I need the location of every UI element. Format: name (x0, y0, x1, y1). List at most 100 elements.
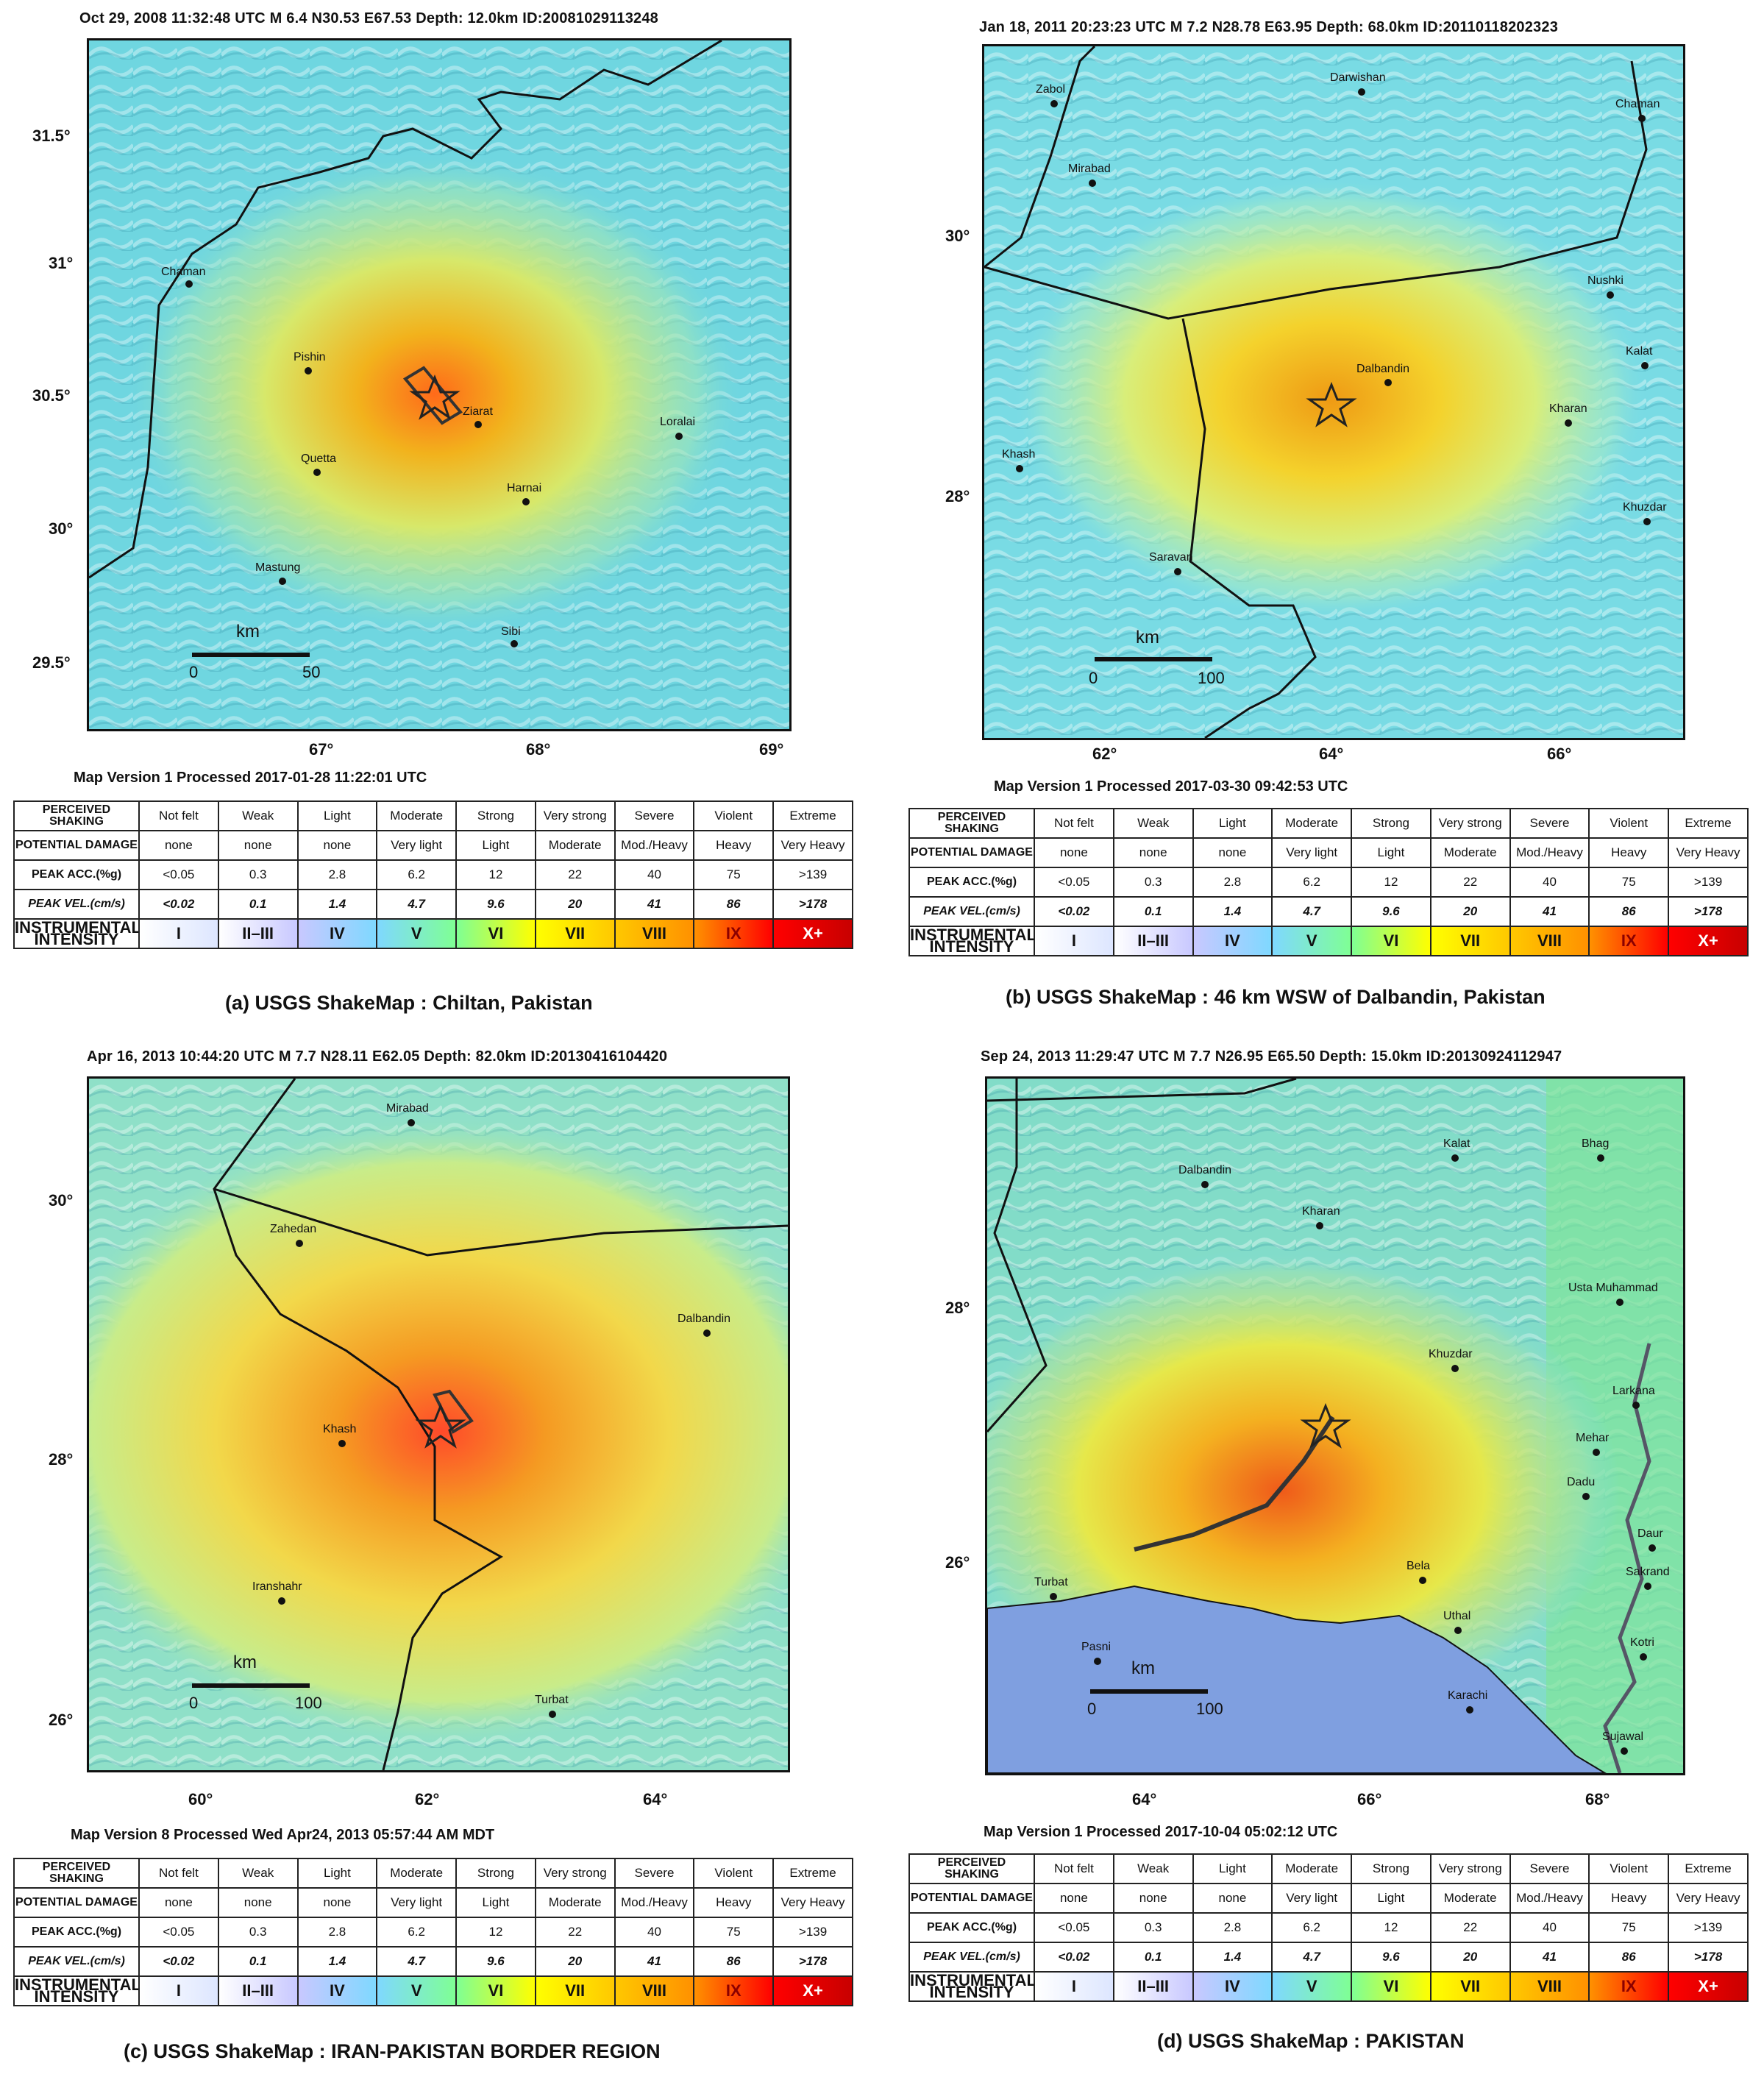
scale-start: 0 (1089, 669, 1098, 687)
shakemap-a[interactable]: Chaman Pishin Ziarat Quetta Harnai Loral… (87, 38, 792, 731)
lon-tick: 62° (415, 1790, 440, 1808)
legend-cell: 22 (534, 1917, 616, 1948)
shakemap-a-canvas (89, 40, 789, 729)
legend-cell: <0.02 (1034, 1942, 1114, 1973)
scale-end: 100 (1196, 1700, 1223, 1718)
instrumental-intensity-row: INSTRUMENTAL INTENSITY I II–III IV V VI VII VII… (908, 926, 1749, 956)
lon-tick: 68° (1585, 1790, 1610, 1808)
lat-tick: 28° (49, 1450, 74, 1469)
legend-cell: >178 (1668, 896, 1749, 927)
legend-row-header: PEAK ACC.(%g) (908, 867, 1035, 898)
shakemap-d[interactable]: Dalbandin Kalat Bhag Kharan Usta Muhamma… (985, 1076, 1685, 1775)
legend-cell: IX (693, 1975, 775, 2006)
legend-cell: VII (1429, 1971, 1511, 2002)
legend-cell: 0.1 (217, 1946, 299, 1977)
legend-cell: none (1112, 1883, 1194, 1914)
shakemap-b[interactable]: Zabol Darwishan Chaman Mirabad Nushki Da… (982, 44, 1685, 740)
legend-row-header: POTENTIAL DAMAGE (908, 1883, 1035, 1914)
city-label: Bela (1406, 1560, 1431, 1572)
shakemap-c[interactable]: Mirabad Zahedan Dalbandin Khash Iranshah… (87, 1076, 790, 1772)
panel-b: Jan 18, 2011 20:23:23 UTC M 7.2 N28.78 E… (882, 0, 1764, 1038)
legend-row-header: INSTRUMENTAL INTENSITY (13, 1975, 140, 2006)
peak-acc-row: PEAK ACC.(%g) <0.05 0.3 2.8 6.2 12 22 40 75 >139 (13, 859, 853, 890)
legend-cell: Moderate (534, 1887, 616, 1918)
legend-cell: Light (1351, 837, 1432, 868)
city-label: Dalbandin (1178, 1164, 1232, 1176)
city-label: Kharan (1549, 402, 1587, 415)
lon-tick: 60° (188, 1790, 213, 1808)
scale-bar (192, 653, 310, 657)
city-label: Sibi (501, 625, 521, 638)
legend-cell: >139 (1668, 867, 1749, 898)
legend-cell: Mod./Heavy (614, 1887, 695, 1918)
legend-cell: 6.2 (376, 1917, 458, 1948)
legend-cell: <0.02 (138, 889, 219, 920)
perceived-shaking-row: PERCEIVED SHAKING Not felt Weak Light Modera… (13, 800, 853, 831)
city-label: Iranshahr (252, 1580, 302, 1593)
legend-cell: Not felt (138, 800, 219, 831)
legend-cell: 4.7 (1271, 896, 1353, 927)
legend-row-header: PEAK VEL.(cm/s) (13, 1946, 140, 1977)
legend-cell: Not felt (1034, 1853, 1114, 1884)
legend-cell: Light (1192, 808, 1273, 839)
legend-cell: 1.4 (1192, 1942, 1273, 1973)
legend-cell: 0.3 (1112, 1912, 1194, 1943)
legend-cell: Light (455, 830, 536, 861)
legend-cell: Light (1192, 1853, 1273, 1884)
legend-cell: IX (1588, 926, 1670, 956)
instrumental-intensity-row: INSTRUMENTAL INTENSITY I II–III IV V VI VII VII… (13, 1975, 853, 2006)
legend-cell: Weak (217, 800, 299, 831)
legend-cell: Not felt (1034, 808, 1114, 839)
legend-cell: Extreme (772, 1858, 853, 1889)
panel-caption: (b) USGS ShakeMap : 46 km WSW of Dalband… (1006, 986, 1546, 1008)
legend-cell: Light (296, 800, 378, 831)
panel-a: Oct 29, 2008 11:32:48 UTC M 6.4 N30.53 E… (0, 0, 882, 1038)
legend-cell: II–III (1112, 1971, 1194, 2002)
legend-cell: none (296, 1887, 378, 1918)
panel-caption: (d) USGS ShakeMap : PAKISTAN (1157, 2030, 1465, 2052)
legend-row-header: POTENTIAL DAMAGE (908, 837, 1035, 868)
legend-cell: Violent (1588, 1853, 1670, 1884)
legend-cell: VII (1429, 926, 1511, 956)
lat-tick: 30° (49, 519, 74, 538)
panel-d: Sep 24, 2013 11:29:47 UTC M 7.7 N26.95 E… (882, 1038, 1764, 2076)
lat-tick: 29.5° (32, 653, 71, 672)
legend-cell: 2.8 (296, 1917, 378, 1948)
legend-cell: 9.6 (455, 1946, 536, 1977)
legend-cell: 20 (1429, 896, 1511, 927)
legend-cell: X+ (772, 918, 853, 949)
legend-cell: <0.02 (1034, 896, 1114, 927)
legend-cell: 2.8 (296, 859, 378, 890)
legend-cell: >178 (1668, 1942, 1749, 1973)
intensity-legend: PERCEIVED SHAKING Not felt Weak Light Modera… (13, 1858, 853, 2006)
city-label: Sakrand (1626, 1566, 1670, 1578)
legend-cell: Weak (1112, 808, 1194, 839)
legend-cell: Weak (1112, 1853, 1194, 1884)
legend-cell: 75 (693, 859, 775, 890)
legend-cell: Light (296, 1858, 378, 1889)
legend-row-header: POTENTIAL DAMAGE (13, 830, 140, 861)
legend-cell: V (376, 918, 458, 949)
peak-acc-row: PEAK ACC.(%g) <0.05 0.3 2.8 6.2 12 22 40 75 >139 (908, 1912, 1749, 1943)
legend-cell: Extreme (772, 800, 853, 831)
legend-body: PERCEIVED SHAKING Not felt Weak Light Modera… (908, 808, 1749, 956)
rupture-marker (402, 366, 463, 425)
peak-vel-row: PEAK VEL.(cm/s) <0.02 0.1 1.4 4.7 9.6 20 41 86 >1… (908, 896, 1749, 927)
lon-tick: 64° (643, 1790, 668, 1808)
legend-cell: V (1271, 1971, 1353, 2002)
perceived-shaking-row: PERCEIVED SHAKING Not felt Weak Light Modera… (908, 1853, 1749, 1884)
city-label: Kharan (1302, 1205, 1340, 1218)
legend-cell: VIII (614, 1975, 695, 2006)
city-label: Khuzdar (1623, 501, 1667, 514)
lon-tick: 64° (1132, 1790, 1157, 1808)
legend-row-header: PERCEIVED SHAKING (13, 1858, 140, 1889)
legend-cell: 20 (534, 1946, 616, 1977)
legend-cell: Severe (614, 800, 695, 831)
legend-cell: 22 (1429, 1912, 1511, 1943)
city-label: Ziarat (463, 405, 493, 418)
legend-cell: 0.1 (217, 889, 299, 920)
potential-damage-row: POTENTIAL DAMAGE none none none Very light Li… (13, 830, 853, 861)
legend-cell: Very Heavy (772, 830, 853, 861)
legend-cell: >139 (772, 859, 853, 890)
legend-cell: 4.7 (1271, 1942, 1353, 1973)
